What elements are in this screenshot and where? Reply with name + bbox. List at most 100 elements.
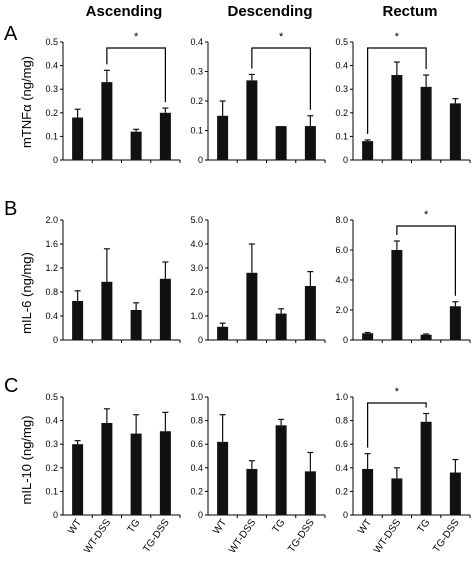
panel-b-rectum: 0 2.0 4.0 6.0 8.0 *	[335, 209, 471, 345]
panel-b-descending: 0 1.0 2.0 3.0 4.0 5.0	[190, 215, 326, 345]
ylabel-il6: mIL-6 (ng/mg)	[19, 252, 34, 334]
bar	[72, 444, 84, 515]
x-category-label: TG	[271, 517, 288, 535]
bar	[304, 126, 316, 160]
bar	[420, 334, 432, 340]
x-category-label: WT-DSS	[372, 517, 404, 555]
x-category-label: WT	[356, 517, 374, 536]
bar	[362, 468, 374, 515]
y-tick-label: 0.5	[335, 37, 348, 47]
bar	[391, 75, 403, 160]
bar	[217, 326, 229, 340]
y-tick-label: 0	[343, 510, 348, 520]
significance-bracket	[367, 47, 427, 134]
y-tick-label: 8.0	[335, 215, 348, 225]
bar	[362, 141, 374, 160]
y-tick-label: 0.2	[190, 486, 203, 496]
ylabel-il10: mIL-10 (ng/mg)	[19, 416, 34, 505]
bar	[275, 126, 287, 160]
bar	[449, 306, 461, 340]
y-tick-label: 0	[53, 335, 58, 345]
y-tick-label: 0.3	[45, 439, 58, 449]
y-tick-label: 0.1	[190, 126, 203, 136]
y-tick-label: 4.0	[190, 239, 203, 249]
y-tick-label: 4.0	[335, 275, 348, 285]
x-category-label: TG-DSS	[141, 517, 172, 555]
bar	[449, 103, 461, 160]
y-tick-label: 0.1	[45, 131, 58, 141]
bar	[130, 131, 142, 160]
y-tick-label: 1.0	[190, 392, 203, 402]
bar	[246, 468, 258, 515]
y-tick-label: 1.0	[335, 392, 348, 402]
y-tick-label: 0	[198, 335, 203, 345]
chart-panels: 0 0.1 0.2 0.3 0.4 0.5 * 0 0.1 0.2 0.3 0.4 * 0 0.1 0.2 0.…	[45, 31, 471, 556]
bar	[159, 112, 171, 160]
y-tick-label: 2.0	[335, 305, 348, 315]
y-tick-label: 0.4	[335, 463, 348, 473]
y-tick-label: 1.2	[45, 263, 58, 273]
y-tick-label: 2.0	[190, 287, 203, 297]
panel-a-descending: 0 0.1 0.2 0.3 0.4 *	[190, 31, 326, 165]
y-tick-label: 0.8	[190, 416, 203, 426]
column-title-rectum: Rectum	[382, 3, 437, 20]
y-tick-label: 0.2	[45, 108, 58, 118]
x-category-label: TG-DSS	[431, 517, 462, 555]
y-tick-label: 3.0	[190, 263, 203, 273]
y-tick-label: 0.4	[45, 311, 58, 321]
row-letter-a: A	[4, 23, 18, 45]
y-tick-label: 0.2	[45, 463, 58, 473]
y-tick-label: 0.4	[190, 37, 203, 47]
row-letter-b: B	[4, 198, 17, 220]
y-tick-label: 0	[53, 155, 58, 165]
bar	[101, 82, 113, 160]
y-tick-label: 0.4	[190, 463, 203, 473]
x-category-label: TG	[416, 517, 433, 535]
significance-bracket	[367, 402, 427, 448]
significance-star: *	[279, 31, 284, 43]
y-tick-label: 0.1	[45, 486, 58, 496]
y-tick-label: 0	[198, 510, 203, 520]
y-tick-label: 0.3	[45, 84, 58, 94]
bar	[101, 281, 113, 340]
significance-bracket	[251, 47, 311, 110]
y-tick-label: 1.0	[190, 311, 203, 321]
y-tick-label: 1.6	[45, 239, 58, 249]
y-tick-label: 2.0	[45, 215, 58, 225]
bar	[246, 80, 258, 160]
y-tick-label: 0	[198, 155, 203, 165]
significance-bracket	[396, 225, 456, 296]
column-title-ascending: Ascending	[86, 3, 163, 20]
y-tick-label: 0.3	[190, 67, 203, 77]
bar	[449, 472, 461, 515]
bar	[159, 278, 171, 340]
row-letter-c: C	[4, 375, 18, 397]
y-tick-label: 0	[343, 155, 348, 165]
bar	[72, 301, 84, 340]
y-tick-label: 0	[343, 335, 348, 345]
bar	[362, 333, 374, 340]
significance-star: *	[424, 209, 429, 221]
y-tick-label: 0.2	[190, 96, 203, 106]
x-category-label: TG	[126, 517, 143, 535]
ylabel-tnf: mTNFα (ng/mg)	[19, 56, 34, 148]
bar	[72, 117, 84, 160]
bar	[101, 422, 113, 515]
y-tick-label: 0.3	[335, 84, 348, 94]
panel-a-rectum: 0 0.1 0.2 0.3 0.4 0.5 *	[335, 31, 471, 165]
bar	[275, 425, 287, 515]
bar	[246, 272, 258, 340]
significance-star: *	[395, 31, 400, 43]
y-tick-label: 0.2	[335, 486, 348, 496]
x-category-label: WT-DSS	[82, 517, 114, 555]
bar	[420, 86, 432, 160]
y-tick-label: 0.4	[45, 416, 58, 426]
x-category-label: WT	[66, 517, 84, 536]
bar	[275, 313, 287, 340]
y-tick-label: 0.8	[335, 416, 348, 426]
bar	[420, 421, 432, 515]
